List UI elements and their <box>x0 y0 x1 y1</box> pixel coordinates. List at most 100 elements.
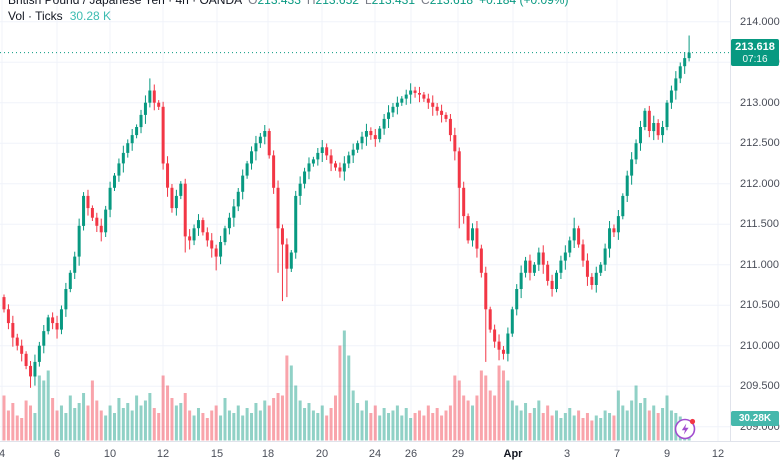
candle-body <box>369 131 373 136</box>
price-tick-label: 211.000 <box>740 259 779 271</box>
volume-bar <box>413 413 417 441</box>
candle-body <box>568 240 572 253</box>
volume-bar <box>148 393 152 441</box>
candle-body <box>373 135 377 140</box>
candle-body <box>86 195 90 209</box>
volume-bar <box>334 395 337 441</box>
volume-bar <box>528 413 532 441</box>
volume-bar <box>174 405 178 441</box>
candle-body <box>214 248 218 257</box>
candle-body <box>630 159 634 176</box>
volume-bar <box>572 415 576 441</box>
volume-bar <box>409 418 413 441</box>
candle-body <box>20 345 24 354</box>
quick-trade-lightning-button[interactable] <box>674 417 697 440</box>
volume-bar <box>479 370 483 441</box>
candle-body <box>413 90 417 93</box>
volume-bar <box>364 400 368 441</box>
candle-body <box>563 252 567 261</box>
candle-body <box>594 272 598 285</box>
volume-bar <box>501 370 505 441</box>
candle-body <box>453 135 457 152</box>
candle-body <box>303 171 307 184</box>
candle-body <box>15 337 19 346</box>
candle-body <box>546 264 550 281</box>
candle-body <box>334 163 337 168</box>
volume-bar <box>307 403 311 441</box>
volume-bar <box>373 405 377 441</box>
candle-body <box>342 163 346 172</box>
volume-indicator-value: 30.28 K <box>69 9 112 23</box>
candle-body <box>188 236 192 241</box>
candle-body <box>528 260 532 273</box>
candle-body <box>471 228 475 241</box>
volume-bar <box>356 403 360 441</box>
candle-body <box>652 123 656 132</box>
candle-body <box>113 175 116 188</box>
candle-body <box>77 225 81 257</box>
chart-legend-symbol-row[interactable]: British Pound / Japanese Yen · 4h · OAND… <box>8 0 568 7</box>
last-price-badge: 213.618 07:16 <box>731 39 779 66</box>
volume-bar <box>201 413 205 441</box>
candle-body <box>192 228 196 241</box>
ohlc-high-letter: H <box>306 0 316 7</box>
time-tick-label: 18 <box>261 448 275 460</box>
candle-body <box>196 220 200 229</box>
candle-body <box>174 195 178 209</box>
time-axis[interactable]: 4 6 10 12 15 18 20 24 26 29 Apr 3 7 9 12 <box>0 441 780 470</box>
candle-body <box>643 110 647 127</box>
volume-bar <box>192 415 196 441</box>
volume-bar <box>82 393 86 441</box>
volume-bar <box>484 375 488 441</box>
volume-bar <box>117 398 121 441</box>
volume-indicator-row[interactable]: Vol · Ticks 30.28 K <box>8 9 111 23</box>
candle-body <box>497 341 501 350</box>
candle-body <box>99 225 103 233</box>
candle-body <box>33 361 37 377</box>
volume-bar <box>630 400 634 441</box>
volume-bar <box>422 415 426 441</box>
volume-bar <box>320 405 324 441</box>
candle-body <box>254 143 258 152</box>
candle-body <box>422 94 426 99</box>
volume-bar <box>73 408 77 441</box>
volume-bar <box>391 410 395 441</box>
volume-bar <box>417 410 421 441</box>
volume-bar <box>669 410 673 441</box>
volume-bar <box>453 375 457 441</box>
volume-bar <box>51 398 55 441</box>
candle-body <box>95 217 99 226</box>
candle-body <box>550 280 554 289</box>
volume-bar <box>316 413 320 441</box>
candle-body <box>599 264 603 273</box>
candle-body <box>603 248 607 265</box>
price-axis[interactable]: 214.000213.500213.000212.500212.000211.5… <box>730 0 780 441</box>
volume-bar <box>382 408 386 441</box>
volume-bar <box>510 400 514 441</box>
time-tick-label: 9 <box>663 448 671 460</box>
candle-body <box>223 228 227 243</box>
candle-body <box>661 127 665 136</box>
candle-body <box>6 309 10 324</box>
ohlc-open-letter: O <box>248 0 258 7</box>
candle-body <box>272 155 276 188</box>
volume-bar <box>638 403 642 441</box>
time-tick-label: 12 <box>156 448 170 460</box>
volume-bar <box>6 410 10 441</box>
candle-body <box>351 149 355 156</box>
candle-body <box>356 143 360 150</box>
candle-body <box>139 114 143 128</box>
volume-bar <box>20 418 24 441</box>
candle-body <box>364 131 368 137</box>
volume-bar <box>15 415 19 441</box>
ohlc-close-letter: C <box>421 0 430 7</box>
volume-bar <box>643 398 647 441</box>
candle-body <box>519 272 523 289</box>
candle-body <box>382 118 386 129</box>
volume-bar <box>537 400 541 441</box>
volume-indicator-label: Vol · Ticks <box>8 9 63 23</box>
symbol-title[interactable]: British Pound / Japanese Yen · 4h · OAND… <box>8 0 243 7</box>
candle-body <box>108 187 112 210</box>
candle-body <box>506 333 510 354</box>
